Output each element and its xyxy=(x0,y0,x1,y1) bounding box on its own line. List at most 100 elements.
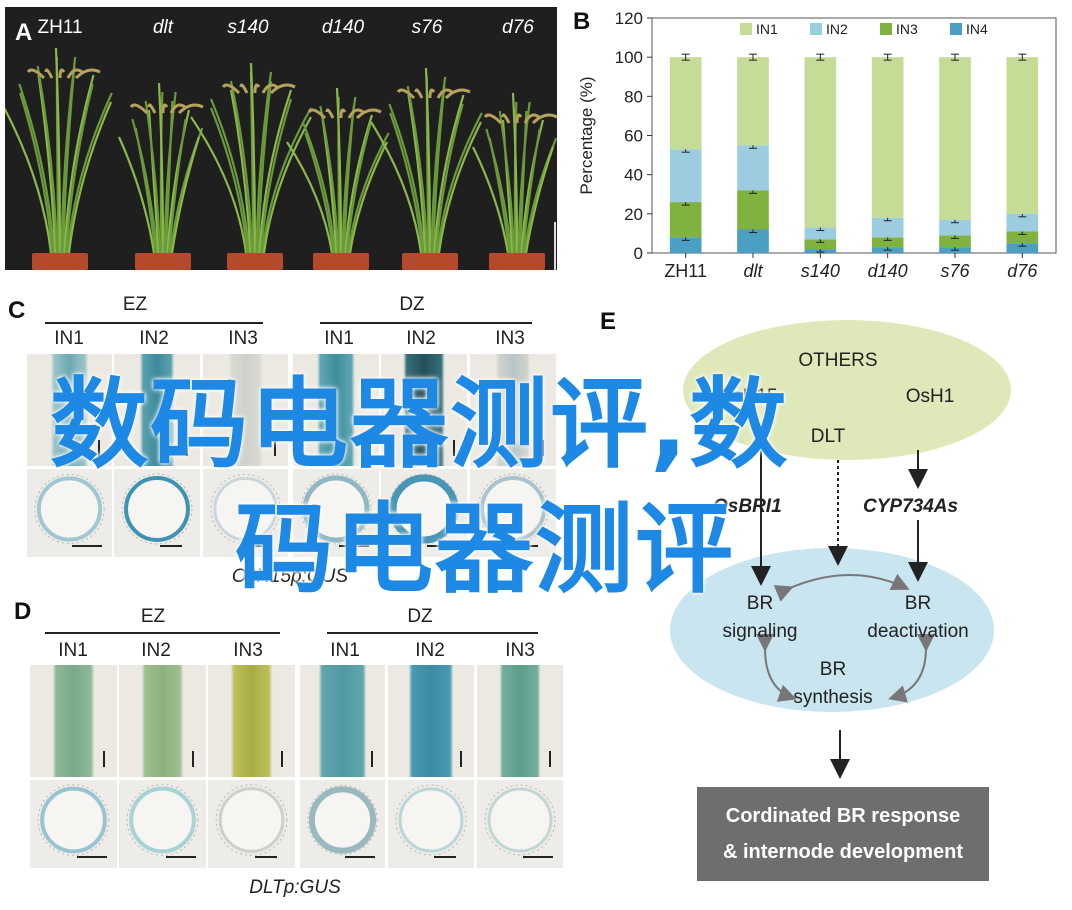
rice-panicle xyxy=(414,88,424,99)
rice-leaf xyxy=(131,118,159,254)
rice-leaf xyxy=(167,118,187,254)
plant-pot xyxy=(402,253,458,270)
rice-panicle xyxy=(147,103,157,114)
rice-leaf xyxy=(511,92,519,254)
scale-bar xyxy=(98,440,100,456)
scale-bar xyxy=(72,545,102,547)
rice-leaf xyxy=(261,107,312,254)
cross-section-image xyxy=(477,780,563,868)
panel-c-in3-ez: IN3 xyxy=(228,328,258,349)
stem-section-image xyxy=(470,354,556,466)
pathway-shapes xyxy=(670,320,1011,779)
rice-leaf xyxy=(209,98,251,254)
panel-c-ez-line xyxy=(45,322,263,324)
y-tick-label: 0 xyxy=(634,244,643,263)
rice-leaf xyxy=(335,87,343,254)
rice-leaf xyxy=(521,128,541,254)
legend-swatch xyxy=(880,23,892,35)
rice-leaf xyxy=(164,100,174,254)
stem-section-image xyxy=(381,354,467,466)
stacked-bar-chart-svg: 0 20 40 60 80 100 120 Percentage (%) ZH11 dlt s140… xyxy=(577,9,1057,281)
rice-leaf xyxy=(319,105,340,254)
bar-segment xyxy=(669,202,702,238)
plant-pot xyxy=(227,253,283,270)
panel-d-in1-dz: IN1 xyxy=(330,640,360,661)
bar-segment xyxy=(737,145,769,191)
cross-section-image xyxy=(30,780,117,868)
x-tick-label: s76 xyxy=(940,261,970,281)
panel-c-dz-line xyxy=(320,322,532,324)
scale-bar xyxy=(427,545,449,547)
bar-segment xyxy=(669,57,702,150)
panel-c-letter: C xyxy=(8,297,26,324)
gene-osbri1: OsBRI1 xyxy=(713,496,782,517)
bar-segment xyxy=(1006,213,1039,232)
scale-bar xyxy=(103,751,105,767)
rice-plant xyxy=(370,67,483,270)
node-br-synthesis: BR synthesis xyxy=(793,659,873,708)
stem-section-image xyxy=(27,354,112,466)
panel-d-in3-dz: IN3 xyxy=(505,640,535,661)
rice-leaf xyxy=(286,141,334,254)
rice-leaf xyxy=(431,85,446,254)
x-tick-label: ZH11 xyxy=(664,261,707,281)
rice-leaf xyxy=(255,71,273,254)
y-tick-label: 20 xyxy=(624,205,643,224)
rice-leaf xyxy=(170,136,201,254)
panel-c-in3-dz: IN3 xyxy=(495,328,525,349)
cross-section-image xyxy=(203,469,288,557)
panel-d-ez-line xyxy=(45,632,280,634)
rice-panicle xyxy=(74,68,101,80)
rice-leaf xyxy=(37,74,57,254)
rice-leaf xyxy=(302,123,337,254)
stem-section-image xyxy=(477,665,563,777)
panel-b-stacked-bar-chart: 0 20 40 60 80 100 120 Percentage (%) ZH11 dlt s140… xyxy=(570,5,1070,290)
bar-segment xyxy=(939,219,971,236)
rice-plant xyxy=(117,82,204,270)
rice-plant xyxy=(190,62,312,270)
rice-leaf xyxy=(370,121,423,254)
stem-section-image xyxy=(119,665,206,777)
x-tick-label: dlt xyxy=(743,261,763,281)
rice-leaf xyxy=(262,116,312,254)
gene-cyp734as: CYP734As xyxy=(863,496,959,517)
rice-leaf xyxy=(229,89,252,254)
rice-leaf xyxy=(66,92,113,254)
rice-panicle xyxy=(523,113,540,124)
panel-c-in2-ez: IN2 xyxy=(139,328,169,349)
rice-leaf xyxy=(5,107,53,254)
rice-leaf xyxy=(345,123,372,254)
rice-leaf xyxy=(61,65,76,254)
scale-bar xyxy=(345,856,375,858)
scale-bar xyxy=(192,751,194,767)
panel-d-caption: DLTp:GUS xyxy=(249,877,341,898)
x-tick-label: s140 xyxy=(801,261,840,281)
legend-label: IN1 xyxy=(756,21,778,37)
legend-swatch xyxy=(740,23,752,35)
node-br-signaling: BR signaling xyxy=(722,593,798,642)
rice-leaf xyxy=(424,67,432,254)
rice-leaf xyxy=(19,92,54,254)
rice-panicle xyxy=(44,68,54,79)
legend-label: IN2 xyxy=(826,21,848,37)
rice-leaf xyxy=(344,114,374,254)
scale-bar xyxy=(339,545,369,547)
rice-leaf xyxy=(437,121,482,254)
panel-e-pathway-diagram: E OTHERS OsH15 DLT OsH1 OsBRI1 CYP734As … xyxy=(600,300,1070,900)
rice-panicle xyxy=(515,113,523,124)
stem-section-image xyxy=(208,665,295,777)
panel-e-letter: E xyxy=(600,308,617,335)
regulator-ellipse xyxy=(683,320,1011,460)
panel-c-in1-dz: IN1 xyxy=(324,328,354,349)
legend-label: IN4 xyxy=(966,21,988,37)
rice-panicle xyxy=(531,113,557,125)
rice-leaf xyxy=(117,136,156,254)
bar-segment xyxy=(737,190,769,230)
rice-plant xyxy=(5,47,113,270)
cross-section-image xyxy=(300,780,385,868)
rice-leaf xyxy=(436,112,483,254)
plant-pot xyxy=(135,253,191,270)
plot-frame xyxy=(651,17,1057,254)
rice-panicle xyxy=(58,68,66,79)
scale-bar xyxy=(281,751,283,767)
